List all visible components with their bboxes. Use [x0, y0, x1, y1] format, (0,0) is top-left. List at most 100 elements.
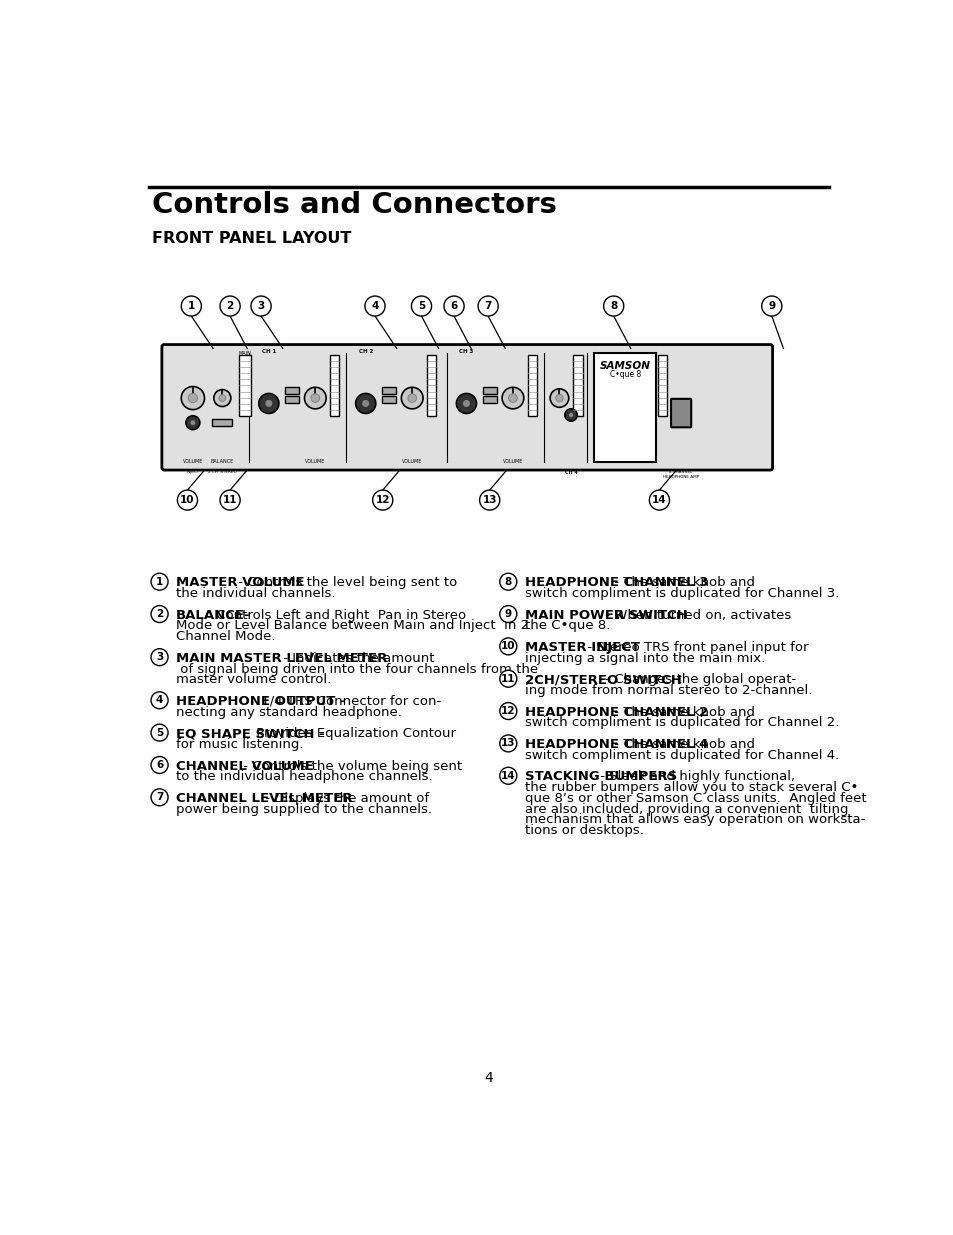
Bar [482, 396, 497, 403]
Text: BALANCE: BALANCE [211, 459, 233, 464]
Bar [594, 353, 656, 462]
Text: are also included, providing a convenient  tilting: are also included, providing a convenien… [524, 803, 847, 815]
Text: - Controls the level being sent to: - Controls the level being sent to [234, 577, 457, 589]
Circle shape [564, 409, 577, 421]
Text: 13: 13 [500, 739, 515, 748]
Text: VOLUME: VOLUME [182, 459, 203, 464]
Circle shape [649, 490, 669, 510]
Text: - Indicates the amount: - Indicates the amount [279, 652, 435, 664]
Circle shape [220, 296, 240, 316]
Text: the individual channels.: the individual channels. [175, 587, 335, 600]
Text: BALANCE-: BALANCE- [175, 609, 251, 621]
FancyBboxPatch shape [670, 399, 691, 427]
Text: CH 1: CH 1 [261, 350, 275, 354]
Circle shape [603, 296, 623, 316]
Text: CHANNEL LEVEL METER: CHANNEL LEVEL METER [175, 792, 352, 805]
Text: HEADPHONE CHANNEL 4: HEADPHONE CHANNEL 4 [524, 739, 707, 751]
Text: VOLUME: VOLUME [305, 459, 325, 464]
Text: 6: 6 [155, 760, 163, 769]
Text: mechanism that allows easy operation on worksta-: mechanism that allows easy operation on … [524, 814, 864, 826]
Text: 1/4 TRS Connector for con-: 1/4 TRS Connector for con- [256, 695, 440, 708]
Circle shape [508, 394, 517, 403]
Text: 1: 1 [188, 301, 194, 311]
Text: HEADPHONE CHANNEL 2: HEADPHONE CHANNEL 2 [524, 705, 707, 719]
Text: Mode or Level Balance between Main and Inject  in 2: Mode or Level Balance between Main and I… [175, 620, 528, 632]
Text: for music listening.: for music listening. [175, 739, 303, 751]
Circle shape [220, 490, 240, 510]
Circle shape [304, 388, 326, 409]
Text: 4 CHANNEL
HEADPHONE AMP: 4 CHANNEL HEADPHONE AMP [662, 471, 699, 479]
Circle shape [188, 394, 197, 403]
Text: - The same knob and: - The same knob and [609, 739, 754, 751]
Text: que 8’s or other Samson C class units.  Angled feet: que 8’s or other Samson C class units. A… [524, 792, 865, 805]
Text: 7: 7 [155, 793, 163, 803]
Text: 10: 10 [500, 641, 515, 651]
Circle shape [479, 490, 499, 510]
Bar [427, 354, 436, 416]
Text: 4: 4 [371, 301, 378, 311]
Circle shape [213, 389, 231, 406]
Text: 8: 8 [609, 301, 617, 311]
Circle shape [477, 296, 497, 316]
Text: 3: 3 [257, 301, 264, 311]
Text: 12: 12 [375, 495, 390, 505]
Text: 2: 2 [226, 301, 233, 311]
Text: 2 CH  STEREO: 2 CH STEREO [208, 471, 236, 474]
Text: 7: 7 [484, 301, 492, 311]
Text: 2CH/STEREO SWITCH: 2CH/STEREO SWITCH [524, 673, 680, 687]
Text: master volume control.: master volume control. [175, 673, 331, 687]
Circle shape [499, 767, 517, 784]
Text: CH 2: CH 2 [358, 350, 373, 354]
Text: MASTER VOLUME: MASTER VOLUME [175, 577, 304, 589]
Circle shape [177, 490, 197, 510]
Text: C•que 8: C•que 8 [609, 370, 640, 379]
Text: - Sleek and highly functional,: - Sleek and highly functional, [596, 771, 795, 783]
Text: switch compliment is duplicated for Channel 3.: switch compliment is duplicated for Chan… [524, 587, 838, 600]
Text: 8: 8 [504, 577, 512, 587]
Text: 10: 10 [180, 495, 194, 505]
Text: - Changes the global operat-: - Changes the global operat- [600, 673, 796, 687]
Text: 5: 5 [417, 301, 425, 311]
Circle shape [499, 671, 517, 687]
Circle shape [258, 394, 278, 414]
Text: necting any standard headphone.: necting any standard headphone. [175, 705, 401, 719]
Text: Controls Left and Right  Pan in Stereo: Controls Left and Right Pan in Stereo [212, 609, 465, 621]
FancyBboxPatch shape [162, 345, 772, 471]
Text: 9: 9 [504, 609, 512, 619]
Text: power being supplied to the channels.: power being supplied to the channels. [175, 803, 432, 815]
Text: 6: 6 [450, 301, 457, 311]
Text: 11: 11 [500, 674, 515, 684]
Text: HEADPHONE CHANNEL 3: HEADPHONE CHANNEL 3 [524, 577, 707, 589]
Circle shape [151, 724, 168, 741]
Text: the C•que 8.: the C•que 8. [524, 620, 609, 632]
Circle shape [186, 416, 199, 430]
Text: 4: 4 [155, 695, 163, 705]
Text: FRONT PANEL LAYOUT: FRONT PANEL LAYOUT [152, 231, 351, 246]
Text: 14: 14 [652, 495, 666, 505]
Bar [239, 354, 251, 416]
Circle shape [151, 573, 168, 590]
Circle shape [251, 296, 271, 316]
Bar [330, 354, 339, 416]
Bar [381, 396, 395, 403]
Circle shape [365, 296, 385, 316]
Circle shape [499, 638, 517, 655]
Text: 12: 12 [500, 706, 515, 716]
Bar [482, 387, 497, 394]
Text: MAIN POWER SWITCH: MAIN POWER SWITCH [524, 609, 686, 621]
Text: the rubber bumpers allow you to stack several C•: the rubber bumpers allow you to stack se… [524, 782, 857, 794]
Circle shape [265, 400, 272, 408]
Text: - The same knob and: - The same knob and [609, 577, 754, 589]
Circle shape [443, 296, 464, 316]
Bar [527, 354, 537, 416]
Circle shape [151, 757, 168, 773]
Circle shape [550, 389, 568, 408]
Circle shape [401, 388, 422, 409]
Circle shape [311, 394, 319, 403]
Text: - Controls the volume being sent: - Controls the volume being sent [238, 760, 461, 773]
Circle shape [151, 692, 168, 709]
Text: 4: 4 [484, 1071, 493, 1084]
Text: HEADPHONE OUTPUT -: HEADPHONE OUTPUT - [175, 695, 345, 708]
Text: MAIN: MAIN [238, 351, 251, 356]
Bar [573, 354, 582, 416]
